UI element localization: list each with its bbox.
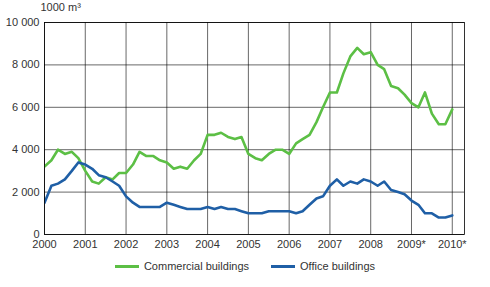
html-text:Commercial buildings: Commercial buildings (143, 260, 250, 272)
svg-text:2005: 2005 (236, 238, 260, 250)
svg-text:2006: 2006 (277, 238, 301, 250)
svg-text:0: 0 (33, 228, 40, 240)
svg-text:10 000: 10 000 (6, 16, 40, 28)
svg-text:1000 m³: 1000 m³ (41, 1, 82, 13)
svg-text:4 000: 4 000 (12, 143, 40, 155)
svg-text:2004: 2004 (195, 238, 219, 250)
svg-text:6 000: 6 000 (12, 101, 40, 113)
svg-text:2001: 2001 (73, 238, 97, 250)
svg-text:2008: 2008 (358, 238, 382, 250)
svg-text:2 000: 2 000 (12, 186, 40, 198)
svg-text:2002: 2002 (114, 238, 138, 250)
svg-text:2007: 2007 (318, 238, 342, 250)
svg-text:8 000: 8 000 (12, 58, 40, 70)
svg-text:2009*: 2009* (397, 238, 426, 250)
svg-text:2000: 2000 (32, 238, 56, 250)
svg-text:2003: 2003 (155, 238, 179, 250)
svg-text:2010*: 2010* (438, 238, 467, 250)
html-text:Office buildings: Office buildings (300, 260, 376, 272)
